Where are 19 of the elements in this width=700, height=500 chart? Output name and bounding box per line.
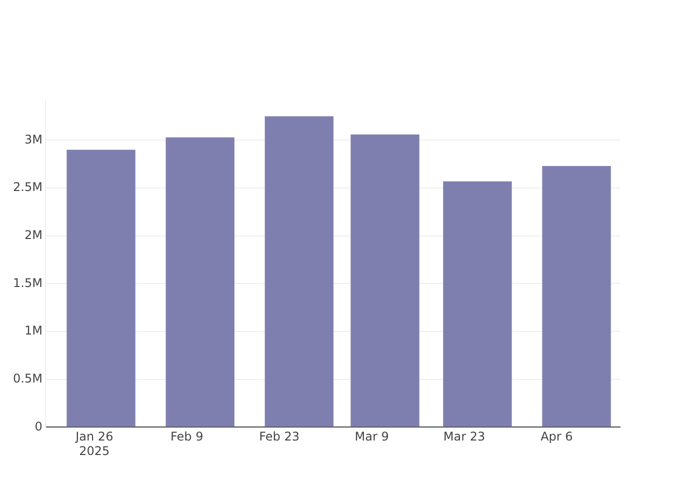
x-tick-label: Jan 26 2025: [74, 430, 114, 458]
y-tick-label: 0.5M: [13, 371, 42, 386]
bar: [443, 181, 512, 427]
bar: [542, 166, 611, 427]
y-tick-label: 0: [34, 419, 42, 434]
x-tick-label: Mar 9: [354, 430, 389, 444]
bar: [66, 150, 136, 427]
bar: [166, 137, 234, 427]
x-tick-label: Apr 6: [540, 430, 573, 444]
x-tick-label: Mar 23: [443, 430, 486, 444]
y-tick-label: 3M: [24, 132, 42, 146]
y-tick-label: 1.5M: [13, 276, 42, 290]
x-tick-label: Feb 9: [170, 430, 204, 444]
bar: [264, 116, 334, 427]
y-tick-label: 2.5M: [13, 180, 42, 194]
bar: [350, 134, 420, 427]
x-tick-label: Feb 23: [259, 430, 300, 444]
y-tick-label: 2M: [24, 228, 42, 242]
y-tick-label: 1M: [24, 324, 42, 338]
